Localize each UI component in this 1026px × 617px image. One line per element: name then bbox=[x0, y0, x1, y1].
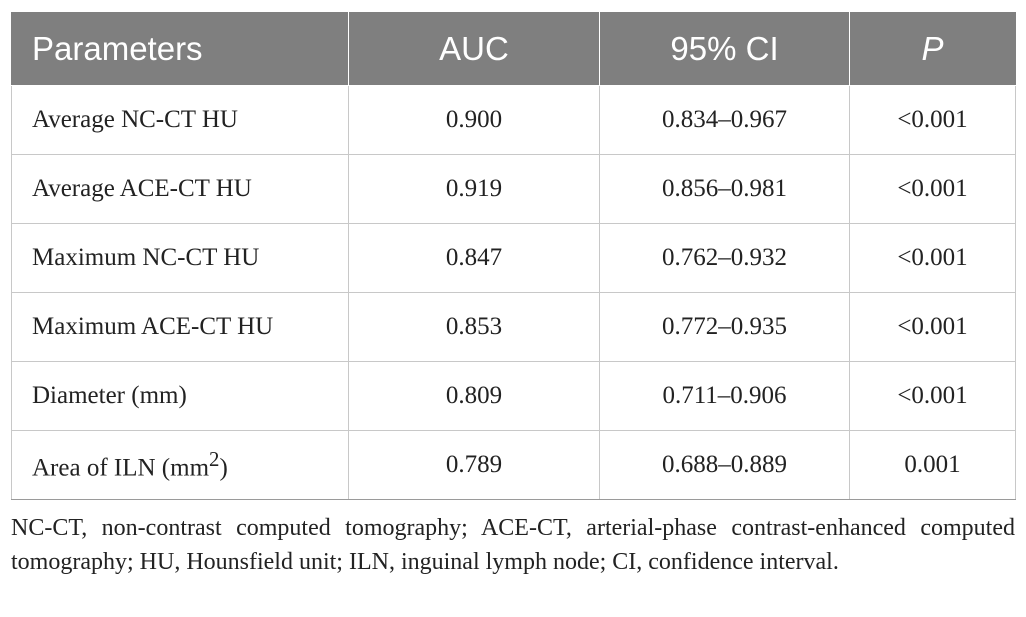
results-table-container: Parameters AUC 95% CI P Average NC-CT HU… bbox=[11, 12, 1016, 500]
table-row: Maximum ACE-CT HU 0.853 0.772–0.935 <0.0… bbox=[11, 292, 1016, 362]
table-row: Area of ILN (mm2) 0.789 0.688–0.889 0.00… bbox=[11, 430, 1016, 500]
table-row: Average NC-CT HU 0.900 0.834–0.967 <0.00… bbox=[11, 85, 1016, 155]
table-row: Average ACE-CT HU 0.919 0.856–0.981 <0.0… bbox=[11, 154, 1016, 224]
header-parameters: Parameters bbox=[11, 12, 349, 86]
auc-results-table: Parameters AUC 95% CI P Average NC-CT HU… bbox=[11, 12, 1016, 500]
ci-cell: 0.834–0.967 bbox=[599, 85, 850, 155]
p-value-cell: <0.001 bbox=[849, 223, 1016, 293]
auc-cell: 0.900 bbox=[348, 85, 600, 155]
table-header: Parameters AUC 95% CI P bbox=[11, 12, 1016, 86]
header-p-value: P bbox=[849, 12, 1016, 86]
header-row: Parameters AUC 95% CI P bbox=[11, 12, 1016, 86]
parameter-cell: Average NC-CT HU bbox=[11, 85, 349, 155]
ci-cell: 0.688–0.889 bbox=[599, 430, 850, 500]
superscript-exponent: 2 bbox=[209, 447, 220, 472]
parameter-cell: Average ACE-CT HU bbox=[11, 154, 349, 224]
parameter-label: Area of ILN (mm bbox=[32, 454, 210, 482]
header-95-ci: 95% CI bbox=[599, 12, 850, 86]
ci-cell: 0.762–0.932 bbox=[599, 223, 850, 293]
auc-cell: 0.919 bbox=[348, 154, 600, 224]
ci-cell: 0.856–0.981 bbox=[599, 154, 850, 224]
auc-cell: 0.809 bbox=[348, 361, 600, 431]
auc-cell: 0.853 bbox=[348, 292, 600, 362]
parameter-cell: Maximum ACE-CT HU bbox=[11, 292, 349, 362]
parameter-cell: Maximum NC-CT HU bbox=[11, 223, 349, 293]
auc-cell: 0.847 bbox=[348, 223, 600, 293]
table-footnote: NC-CT, non-contrast computed tomography;… bbox=[11, 515, 1015, 575]
table-row: Maximum NC-CT HU 0.847 0.762–0.932 <0.00… bbox=[11, 223, 1016, 293]
p-value-cell: <0.001 bbox=[849, 361, 1016, 431]
table-row: Diameter (mm) 0.809 0.711–0.906 <0.001 bbox=[11, 361, 1016, 431]
p-value-cell: 0.001 bbox=[849, 430, 1016, 500]
p-value-cell: <0.001 bbox=[849, 85, 1016, 155]
header-auc: AUC bbox=[348, 12, 600, 86]
auc-cell: 0.789 bbox=[348, 430, 600, 500]
ci-cell: 0.711–0.906 bbox=[599, 361, 850, 431]
parameter-label-suffix: ) bbox=[219, 454, 228, 482]
p-value-cell: <0.001 bbox=[849, 292, 1016, 362]
table-body: Average NC-CT HU 0.900 0.834–0.967 <0.00… bbox=[11, 85, 1016, 500]
ci-cell: 0.772–0.935 bbox=[599, 292, 850, 362]
parameter-cell: Diameter (mm) bbox=[11, 361, 349, 431]
p-value-cell: <0.001 bbox=[849, 154, 1016, 224]
parameter-cell: Area of ILN (mm2) bbox=[11, 430, 349, 500]
